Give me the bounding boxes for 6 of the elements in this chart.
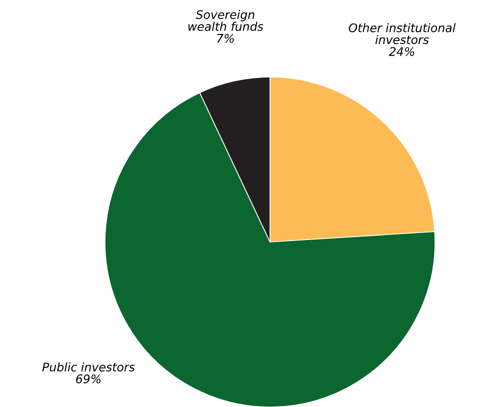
- slice-label: Other institutional investors: [348, 23, 456, 44]
- data-label: 24%: [388, 47, 414, 56]
- slice-label: Public investors: [42, 362, 135, 372]
- data-label: 69%: [76, 374, 101, 384]
- data-label: 7%: [217, 34, 234, 43]
- slice-label: Sovereign wealth funds: [188, 10, 264, 31]
